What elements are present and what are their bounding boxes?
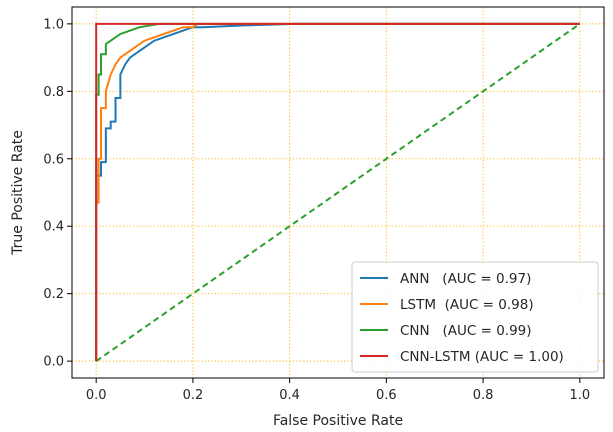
y-tick-label: 0.2 (43, 287, 64, 302)
x-tick-label: 0.0 (86, 388, 107, 403)
legend-entry-label: CNN-LSTM (AUC = 1.00) (400, 349, 564, 365)
y-tick-label: 0.0 (43, 355, 64, 370)
chance-diagonal-line (95, 23, 581, 362)
series-line-2 (95, 22, 580, 362)
axes-frame (71, 6, 605, 379)
series-line-1 (95, 22, 580, 362)
x-tick-label: 1.0 (569, 388, 590, 403)
axis-ticks: 0.0 0.2 0.4 0.6 0.8 1.0 0.0 0.2 0.4 0.6 0.8 1.0 (43, 17, 590, 403)
legend-entry-label: LSTM (AUC = 0.98) (400, 297, 534, 313)
legend-box (351, 261, 599, 373)
legend: ANN (AUC = 0.97) LSTM (AUC = 0.98) CNN (AU… (351, 261, 599, 373)
y-tick-label: 1.0 (43, 17, 64, 32)
y-tick-label: 0.8 (43, 85, 64, 100)
y-tick-label: 0.6 (43, 152, 64, 167)
y-axis-label: True Positive Rate (10, 130, 26, 256)
x-tick-label: 0.4 (279, 388, 300, 403)
x-tick-label: 0.8 (473, 388, 494, 403)
x-tick-label: 0.6 (376, 388, 397, 403)
y-tick-label: 0.4 (43, 220, 64, 235)
plot-lines (95, 22, 581, 362)
series-line-3 (95, 22, 580, 362)
legend-entry-label: ANN (AUC = 0.97) (400, 271, 531, 287)
legend-entry-label: CNN (AUC = 0.99) (400, 323, 532, 339)
x-axis-label: False Positive Rate (273, 413, 403, 429)
x-tick-label: 0.2 (183, 388, 204, 403)
